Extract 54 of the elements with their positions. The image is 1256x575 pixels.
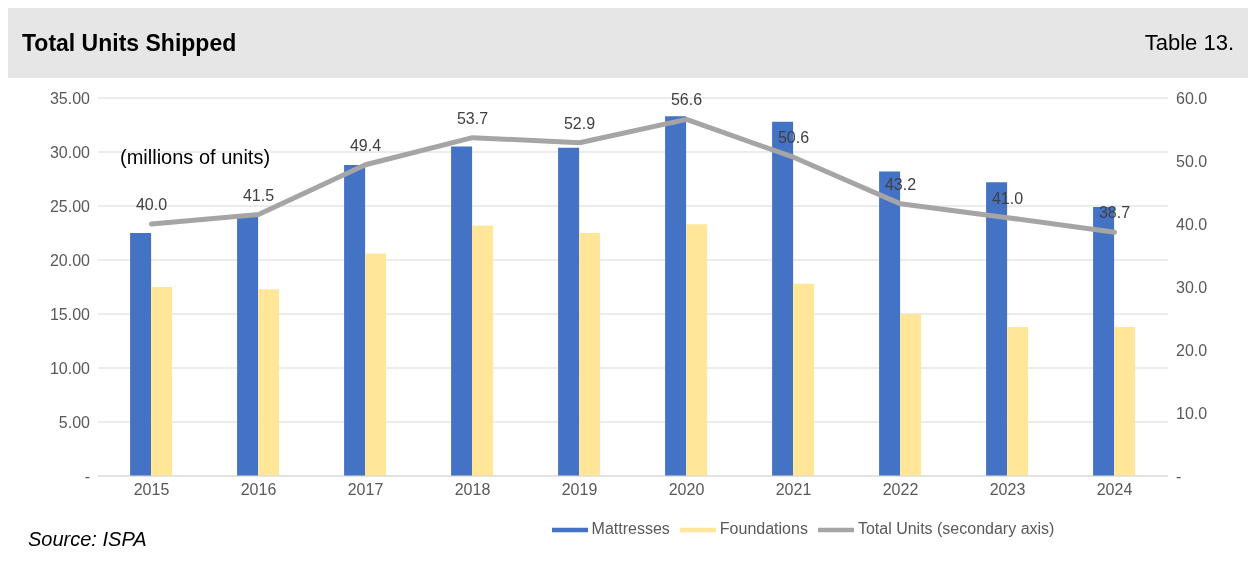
bar <box>344 164 366 476</box>
bar <box>1007 326 1029 476</box>
y-tick-label: 30.00 <box>49 143 91 161</box>
bar <box>686 224 708 476</box>
y-tick-label: 5.00 <box>58 413 91 431</box>
data-label: 53.7 <box>456 109 489 127</box>
bar <box>558 147 580 476</box>
bar <box>258 289 280 476</box>
bar <box>130 233 152 476</box>
x-tick-label: 2023 <box>989 481 1026 499</box>
annotation: (millions of units) <box>120 146 271 169</box>
y-tick-label: 35.00 <box>49 89 91 107</box>
x-tick-label: 2018 <box>454 481 491 499</box>
source-note: Source: ISPA <box>28 528 147 551</box>
legend-label: Total Units (secondary axis) <box>857 520 1055 538</box>
y2-tick-label: 20.0 <box>1176 341 1208 359</box>
bar <box>237 214 259 476</box>
bar <box>472 225 494 476</box>
x-tick-label: 2020 <box>668 481 705 499</box>
bar <box>365 253 387 476</box>
bar <box>451 146 473 476</box>
y2-tick-label: 60.0 <box>1176 89 1208 107</box>
bar <box>151 287 173 476</box>
y2-tick-label: - <box>1176 467 1182 485</box>
x-tick-label: 2022 <box>882 481 919 499</box>
bar <box>1114 326 1136 476</box>
y-tick-label: 20.00 <box>49 251 91 269</box>
y2-tick-label: 10.0 <box>1176 404 1208 422</box>
chart-title: Total Units Shipped <box>22 29 237 57</box>
x-tick-label: 2017 <box>347 481 384 499</box>
x-tick-label: 2021 <box>775 481 812 499</box>
x-tick-label: 2015 <box>133 481 170 499</box>
bar <box>579 233 601 476</box>
legend-label: Mattresses <box>591 520 670 538</box>
y-tick-label: 10.00 <box>49 359 91 377</box>
data-label: 56.6 <box>670 91 703 109</box>
x-tick-label: 2019 <box>561 481 598 499</box>
bar <box>665 116 687 476</box>
y-tick-label: 25.00 <box>49 197 91 215</box>
y-tick-label: 15.00 <box>49 305 91 323</box>
y-tick-label: - <box>84 467 90 485</box>
data-label: 40.0 <box>135 196 168 213</box>
legend-label: Foundations <box>719 520 808 538</box>
chart-subtitle: Table 13. <box>1144 30 1234 56</box>
data-label: 41.5 <box>242 186 275 204</box>
bar <box>793 283 815 476</box>
data-label: 52.9 <box>563 114 596 132</box>
data-label: 49.4 <box>349 136 382 154</box>
y2-tick-label: 30.0 <box>1176 278 1208 296</box>
bar <box>900 314 922 476</box>
x-tick-label: 2016 <box>240 481 277 499</box>
y2-tick-label: 50.0 <box>1176 152 1208 170</box>
y2-tick-label: 40.0 <box>1176 215 1208 233</box>
x-tick-label: 2024 <box>1096 481 1133 499</box>
